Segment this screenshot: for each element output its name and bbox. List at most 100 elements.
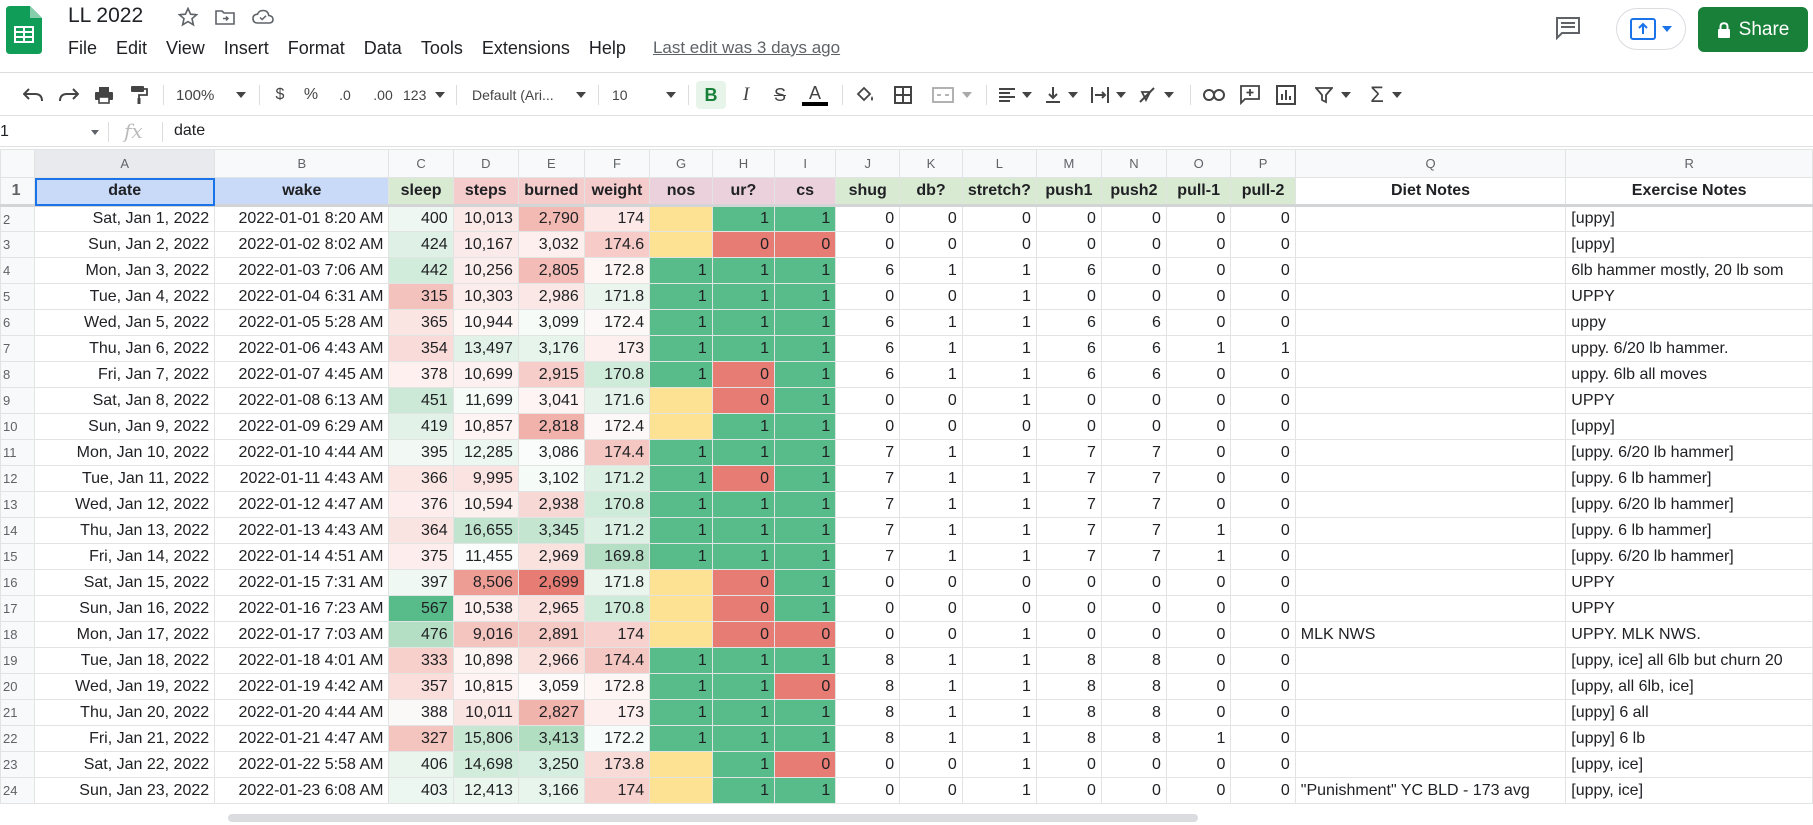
cell-burned[interactable]: 3,176 (517, 335, 585, 362)
cell-burned[interactable]: 2,805 (517, 257, 585, 284)
row-header[interactable]: 24 (0, 777, 36, 804)
cell-weight[interactable]: 174.4 (583, 439, 651, 466)
cell-push1[interactable]: 7 (1035, 543, 1102, 570)
cell-ex[interactable]: [uppy] 6 lb (1565, 725, 1813, 752)
cell-weight[interactable]: 171.2 (583, 465, 651, 492)
cell-burned[interactable]: 2,969 (517, 543, 585, 570)
chevron-down-icon[interactable] (1662, 26, 1672, 32)
cell-date[interactable]: Mon, Jan 17, 2022 (34, 621, 216, 648)
cell-push1[interactable]: 6 (1035, 257, 1102, 284)
cell-diet[interactable] (1294, 673, 1567, 700)
cell-shug[interactable]: 8 (835, 699, 901, 726)
cell-push1[interactable]: 8 (1035, 725, 1102, 752)
cell-cs[interactable]: 1 (774, 725, 837, 752)
cell-sleep[interactable]: 365 (388, 309, 454, 336)
cell-ur[interactable]: 1 (711, 257, 776, 284)
cell-sleep[interactable]: 357 (388, 673, 454, 700)
cell-date[interactable]: Wed, Jan 12, 2022 (34, 491, 216, 518)
column-header-m[interactable]: M (1035, 149, 1102, 178)
cell-shug[interactable]: 0 (835, 751, 901, 778)
cell-ex[interactable]: [uppy] (1565, 413, 1813, 440)
cell-burned[interactable]: 2,986 (517, 283, 585, 310)
row-header[interactable]: 1 (0, 177, 36, 207)
cell-shug[interactable]: 0 (835, 413, 901, 440)
cell-nos[interactable]: 1 (649, 543, 713, 570)
cell-cs[interactable]: 1 (774, 439, 837, 466)
cell-diet[interactable] (1294, 725, 1567, 752)
cell-nos[interactable] (649, 413, 713, 440)
cell-ex[interactable]: 6lb hammer mostly, 20 lb som (1565, 257, 1813, 284)
cell-stretch[interactable]: 1 (961, 699, 1037, 726)
vertical-align-icon[interactable] (1040, 81, 1082, 109)
column-header-d[interactable]: D (452, 149, 519, 178)
row-header[interactable]: 8 (0, 361, 36, 388)
currency-format-button[interactable]: $ (275, 86, 285, 103)
cell-ex[interactable]: [uppy] 6 all (1565, 699, 1813, 726)
cell-weight[interactable]: 173 (583, 699, 651, 726)
cell-push1[interactable]: 6 (1035, 361, 1102, 388)
cell-diet[interactable] (1294, 205, 1567, 232)
cell-weight[interactable]: 172.8 (583, 673, 651, 700)
row-header[interactable]: 20 (0, 673, 36, 700)
cell-db[interactable]: 0 (899, 751, 963, 778)
select-all-corner[interactable] (0, 149, 36, 178)
cell-stretch[interactable]: 1 (961, 491, 1037, 518)
insert-link-icon[interactable] (1200, 81, 1228, 109)
cell-date[interactable]: Fri, Jan 21, 2022 (34, 725, 216, 752)
cell-ex[interactable]: uppy. 6/20 lb hammer. (1565, 335, 1813, 362)
column-header-k[interactable]: K (899, 149, 963, 178)
row-header[interactable]: 4 (0, 257, 36, 284)
zoom-select[interactable]: 100% (176, 81, 246, 109)
cell-ex[interactable]: UPPY. MLK NWS. (1565, 621, 1813, 648)
header-cell-diet-notes[interactable]: Diet Notes (1294, 177, 1567, 207)
cell-sleep[interactable]: 327 (388, 725, 454, 752)
cell-push2[interactable]: 7 (1100, 543, 1167, 570)
cell-date[interactable]: Mon, Jan 3, 2022 (34, 257, 216, 284)
cell-steps[interactable]: 14,698 (452, 751, 519, 778)
cell-ex[interactable]: [uppy] (1565, 205, 1813, 232)
cell-stretch[interactable]: 1 (961, 387, 1037, 414)
column-header-o[interactable]: O (1165, 149, 1232, 178)
cell-weight[interactable]: 174 (583, 205, 651, 232)
cell-push2[interactable]: 7 (1100, 491, 1167, 518)
cell-sleep[interactable]: 354 (388, 335, 454, 362)
cell-pull2[interactable]: 0 (1230, 725, 1296, 752)
cell-date[interactable]: Sun, Jan 16, 2022 (34, 595, 216, 622)
header-cell-shug[interactable]: shug (835, 177, 901, 207)
cell-pull2[interactable]: 0 (1230, 465, 1296, 492)
cell-pull2[interactable]: 0 (1230, 517, 1296, 544)
cell-wake[interactable]: 2022-01-13 4:43 AM (214, 517, 390, 544)
cell-cs[interactable]: 0 (774, 231, 837, 258)
cell-wake[interactable]: 2022-01-09 6:29 AM (214, 413, 390, 440)
cell-pull1[interactable]: 0 (1165, 491, 1232, 518)
cell-diet[interactable] (1294, 751, 1567, 778)
cell-steps[interactable]: 10,594 (452, 491, 519, 518)
cell-shug[interactable]: 6 (835, 309, 901, 336)
cell-nos[interactable]: 1 (649, 517, 713, 544)
cell-steps[interactable]: 10,011 (452, 699, 519, 726)
cell-weight[interactable]: 173 (583, 335, 651, 362)
cell-weight[interactable]: 172.4 (583, 413, 651, 440)
column-header-c[interactable]: C (388, 149, 454, 178)
cell-push2[interactable]: 7 (1100, 439, 1167, 466)
cell-shug[interactable]: 7 (835, 517, 901, 544)
cell-sleep[interactable]: 400 (388, 205, 454, 232)
percent-format-button[interactable]: % (303, 86, 319, 103)
cell-steps[interactable]: 9,016 (452, 621, 519, 648)
cell-db[interactable]: 0 (899, 595, 963, 622)
row-header[interactable]: 9 (0, 387, 36, 414)
cell-pull1[interactable]: 0 (1165, 413, 1232, 440)
cell-sleep[interactable]: 451 (388, 387, 454, 414)
cell-nos[interactable]: 1 (649, 439, 713, 466)
cell-cs[interactable]: 1 (774, 205, 837, 232)
header-cell-weight[interactable]: weight (583, 177, 651, 207)
cell-stretch[interactable]: 1 (961, 517, 1037, 544)
cell-steps[interactable]: 15,806 (452, 725, 519, 752)
cell-nos[interactable] (649, 777, 713, 804)
cell-push2[interactable]: 0 (1100, 205, 1167, 232)
cell-sleep[interactable]: 366 (388, 465, 454, 492)
cell-pull1[interactable]: 1 (1165, 725, 1232, 752)
cell-pull2[interactable]: 0 (1230, 257, 1296, 284)
cell-sleep[interactable]: 333 (388, 647, 454, 674)
cell-ur[interactable]: 0 (711, 569, 776, 596)
